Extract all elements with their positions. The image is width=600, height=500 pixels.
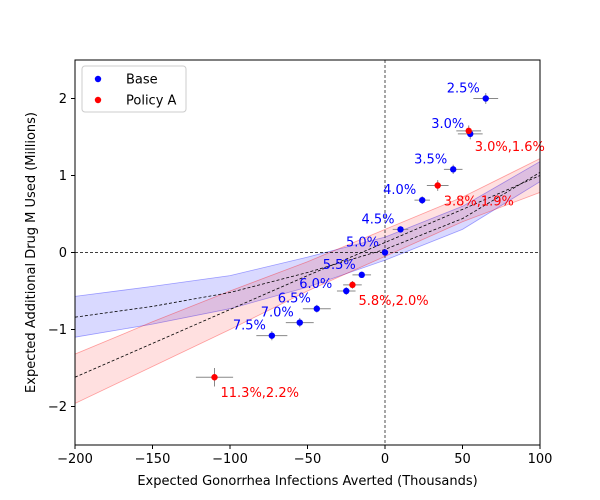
base-point-label: 3.5% — [414, 152, 447, 167]
legend-marker-base — [94, 75, 102, 83]
y-tick-label: −2 — [48, 400, 67, 415]
base-point — [268, 332, 276, 339]
base-point-label: 5.0% — [346, 236, 379, 251]
confidence-band-1 — [75, 158, 540, 404]
base-point — [343, 287, 350, 295]
base-point-label: 7.0% — [261, 306, 294, 321]
base-point — [450, 166, 457, 173]
legend: Base Policy A — [81, 65, 187, 113]
x-tick-label: −50 — [294, 452, 321, 467]
x-tick-label: 50 — [454, 452, 471, 467]
x-tick-label: −100 — [212, 452, 248, 467]
base-point — [419, 196, 426, 204]
base-point — [381, 249, 389, 256]
base-point-label: 4.5% — [361, 212, 394, 227]
x-tick-label: 100 — [528, 452, 553, 467]
axes: −200 −150 −100 −50 0 50 100 −2 −1 0 1 2 — [48, 92, 553, 467]
legend-box — [81, 65, 187, 113]
base-point — [482, 95, 489, 102]
legend-label-policy-a: Policy A — [126, 94, 177, 109]
y-tick-label: −1 — [48, 323, 67, 338]
policy-a-point-label: 3.0%,1.6% — [475, 140, 545, 155]
fit-lines — [75, 172, 540, 378]
base-point-label: 6.0% — [299, 277, 332, 292]
base-point — [397, 226, 404, 233]
base-point — [313, 305, 320, 312]
legend-label-base: Base — [126, 73, 158, 88]
policy-a-point-label: 11.3%,2.2% — [221, 386, 299, 401]
fit-line-1 — [75, 175, 540, 378]
x-tick-label: 0 — [381, 452, 389, 467]
base-point — [358, 271, 365, 279]
confidence-bands — [75, 158, 540, 404]
y-tick-label: 2 — [59, 92, 67, 107]
confidence-band-0 — [75, 161, 540, 338]
base-point-label: 4.0% — [383, 183, 416, 198]
policy-a-point — [434, 182, 441, 189]
policy-a-point — [211, 374, 218, 381]
fit-line-0 — [75, 172, 540, 318]
base-point-label: 7.5% — [233, 319, 266, 334]
y-tick-label: 0 — [59, 246, 67, 261]
point-labels: 2.5% 3.0% 3.5% 4.0% 4.5% 5.0% 5.5% 6.5%7.0%7.5%… — [221, 82, 545, 402]
x-tick-label: −150 — [135, 452, 171, 467]
base-point — [296, 319, 303, 326]
x-tick-label: −200 — [57, 452, 93, 467]
policy-a-point-label: 3.8%,1.9% — [444, 195, 514, 210]
policy-a-point — [349, 281, 356, 289]
data-points — [211, 95, 489, 381]
base-point-label: 5.5% — [323, 258, 356, 273]
policy-a-point-label: 5.8%,2.0% — [358, 294, 428, 309]
legend-marker-policy-a — [94, 96, 102, 104]
policy-a-point — [465, 127, 472, 135]
base-point-label: 6.5% — [278, 292, 311, 307]
y-tick-label: 1 — [59, 169, 67, 184]
x-axis-label: Expected Gonorrhea Infections Averted (T… — [137, 474, 477, 489]
base-point-label: 3.0% — [431, 117, 464, 132]
base-point-label: 2.5% — [447, 82, 480, 97]
y-axis-label: Expected Additional Drug M Used (Million… — [24, 112, 39, 393]
